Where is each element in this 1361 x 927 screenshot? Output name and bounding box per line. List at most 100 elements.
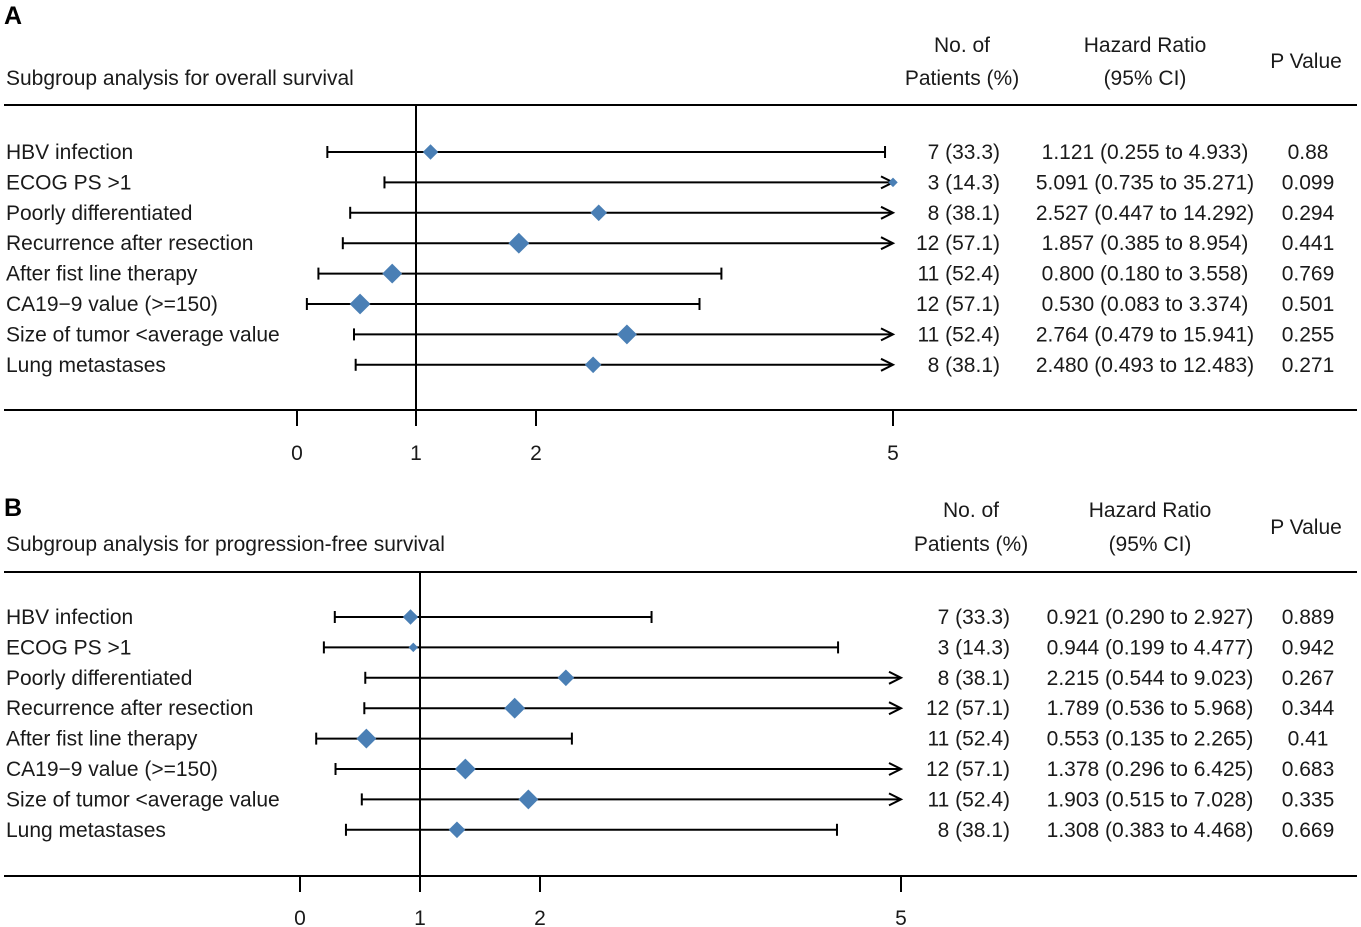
ci-arrow [880,327,896,342]
table-row: Size of tumor <average value 11 (52.4) 2.7… [6,323,1334,346]
table-row: HBV infection 7 (33.3) 0.921 (0.290 to 2.9… [6,606,1334,629]
row-hazard-ratio-ci: 0.800 (0.180 to 3.558) [1042,263,1249,286]
row-label: HBV infection [6,606,133,629]
row-label: Recurrence after resection [6,697,253,720]
row-patients: 11 (52.4) [918,323,1001,346]
table-row: Poorly differentiated 8 (38.1) 2.215 (0.54… [6,667,1334,690]
ci-arrow [888,670,904,685]
ci-arrow [880,205,896,220]
col-header-hr-line2: (95% CI) [1109,533,1192,556]
row-patients: 12 (57.1) [916,232,1000,255]
row-p-value: 0.099 [1282,171,1335,194]
hazard-ratio-marker [454,758,476,780]
row-patients: 8 (38.1) [928,354,1000,377]
hazard-ratio-marker [382,263,403,284]
table-row: Lung metastases 8 (38.1) 2.480 (0.493 to 1… [6,354,1334,377]
ci-arrow [888,762,904,776]
hazard-ratio-marker [518,789,539,810]
col-header-hr-line1: Hazard Ratio [1089,499,1212,522]
hazard-ratio-marker [422,144,439,160]
row-hazard-ratio-ci: 0.921 (0.290 to 2.927) [1047,606,1254,629]
row-label: Size of tumor <average value [6,323,280,346]
row-hazard-ratio-ci: 1.789 (0.536 to 5.968) [1047,697,1254,720]
table-row: CA19−9 value (>=150) 12 (57.1) 0.530 (0.08… [6,293,1334,316]
table-row: Poorly differentiated 8 (38.1) 2.527 (0.44… [6,202,1335,225]
hazard-ratio-marker [557,669,575,687]
hazard-ratio-marker [590,204,608,222]
hazard-ratio-marker [584,356,602,374]
table-row: Recurrence after resection 12 (57.1) 1.789… [6,697,1335,720]
x-tick-label: 2 [530,442,542,465]
col-header-patients-line1: No. of [934,34,990,57]
row-label: Lung metastases [6,354,166,377]
table-row: HBV infection 7 (33.3) 1.121 (0.255 to 4.9… [6,141,1328,164]
col-header-patients-line1: No. of [943,499,999,522]
row-patients: 11 (52.4) [918,263,1001,286]
hazard-ratio-marker [408,642,418,653]
row-label: ECOG PS >1 [6,636,131,659]
row-patients: 3 (14.3) [938,636,1010,659]
table-row: Recurrence after resection 12 (57.1) 1.857… [6,232,1334,255]
row-p-value: 0.669 [1282,819,1335,842]
row-patients: 8 (38.1) [938,667,1010,690]
col-header-p-value: P Value [1270,50,1342,73]
panel-letter: B [4,494,22,522]
table-row: Lung metastases 8 (38.1) 1.308 (0.383 to 4… [6,819,1334,842]
col-header-patients-line2: Patients (%) [914,533,1028,556]
row-hazard-ratio-ci: 1.903 (0.515 to 7.028) [1047,788,1254,811]
row-patients: 11 (52.4) [928,788,1011,811]
hazard-ratio-marker [616,324,637,345]
row-p-value: 0.344 [1282,697,1335,720]
row-patients: 7 (33.3) [938,606,1010,629]
row-label: ECOG PS >1 [6,171,131,194]
row-hazard-ratio-ci: 0.553 (0.135 to 2.265) [1047,728,1254,751]
row-p-value: 0.769 [1282,263,1335,286]
x-tick-label: 5 [887,442,899,465]
hazard-ratio-marker [349,293,371,315]
row-p-value: 0.889 [1282,606,1335,629]
row-label: CA19−9 value (>=150) [6,758,218,781]
col-header-hr-line1: Hazard Ratio [1084,34,1207,57]
row-p-value: 0.683 [1282,758,1335,781]
row-label: After fist line therapy [6,728,198,751]
row-label: Size of tumor <average value [6,788,280,811]
row-hazard-ratio-ci: 5.091 (0.735 to 35.271) [1036,171,1254,194]
table-row: ECOG PS >1 3 (14.3) 5.091 (0.735 to 35.271… [6,171,1334,194]
row-label: CA19−9 value (>=150) [6,293,218,316]
x-tick-label: 1 [410,442,422,465]
panel-title: Subgroup analysis for progression-free s… [6,533,445,556]
forest-panel-a: A Subgroup analysis for overall survival N… [4,2,1357,465]
row-patients: 8 (38.1) [938,819,1010,842]
row-hazard-ratio-ci: 2.527 (0.447 to 14.292) [1036,202,1254,225]
row-p-value: 0.255 [1282,323,1335,346]
row-hazard-ratio-ci: 1.308 (0.383 to 4.468) [1047,819,1254,842]
ci-arrow [880,357,896,372]
row-patients: 7 (33.3) [928,141,1000,164]
col-header-hr-line2: (95% CI) [1104,67,1187,90]
row-hazard-ratio-ci: 2.764 (0.479 to 15.941) [1036,323,1254,346]
table-row: Size of tumor <average value 11 (52.4) 1.9… [6,788,1334,811]
row-hazard-ratio-ci: 2.215 (0.544 to 9.023) [1047,667,1254,690]
row-p-value: 0.294 [1282,202,1335,225]
hazard-ratio-marker [402,609,419,625]
row-hazard-ratio-ci: 0.530 (0.083 to 3.374) [1042,293,1249,316]
table-row: ECOG PS >1 3 (14.3) 0.944 (0.199 to 4.477)… [6,636,1334,659]
hazard-ratio-marker [448,821,466,839]
row-p-value: 0.271 [1282,354,1335,377]
row-patients: 12 (57.1) [916,293,1000,316]
row-label: Poorly differentiated [6,667,192,690]
row-hazard-ratio-ci: 2.480 (0.493 to 12.483) [1036,354,1254,377]
row-p-value: 0.441 [1282,232,1335,255]
x-tick-label: 1 [414,907,426,927]
ci-arrow [888,792,904,807]
x-tick-label: 5 [895,907,907,927]
row-patients: 12 (57.1) [926,758,1010,781]
col-header-patients-line2: Patients (%) [905,67,1019,90]
row-patients: 8 (38.1) [928,202,1000,225]
row-hazard-ratio-ci: 1.378 (0.296 to 6.425) [1047,758,1254,781]
col-header-p-value: P Value [1270,516,1342,539]
row-hazard-ratio-ci: 1.121 (0.255 to 4.933) [1042,141,1249,164]
ci-arrow [888,701,904,716]
row-hazard-ratio-ci: 0.944 (0.199 to 4.477) [1047,636,1254,659]
